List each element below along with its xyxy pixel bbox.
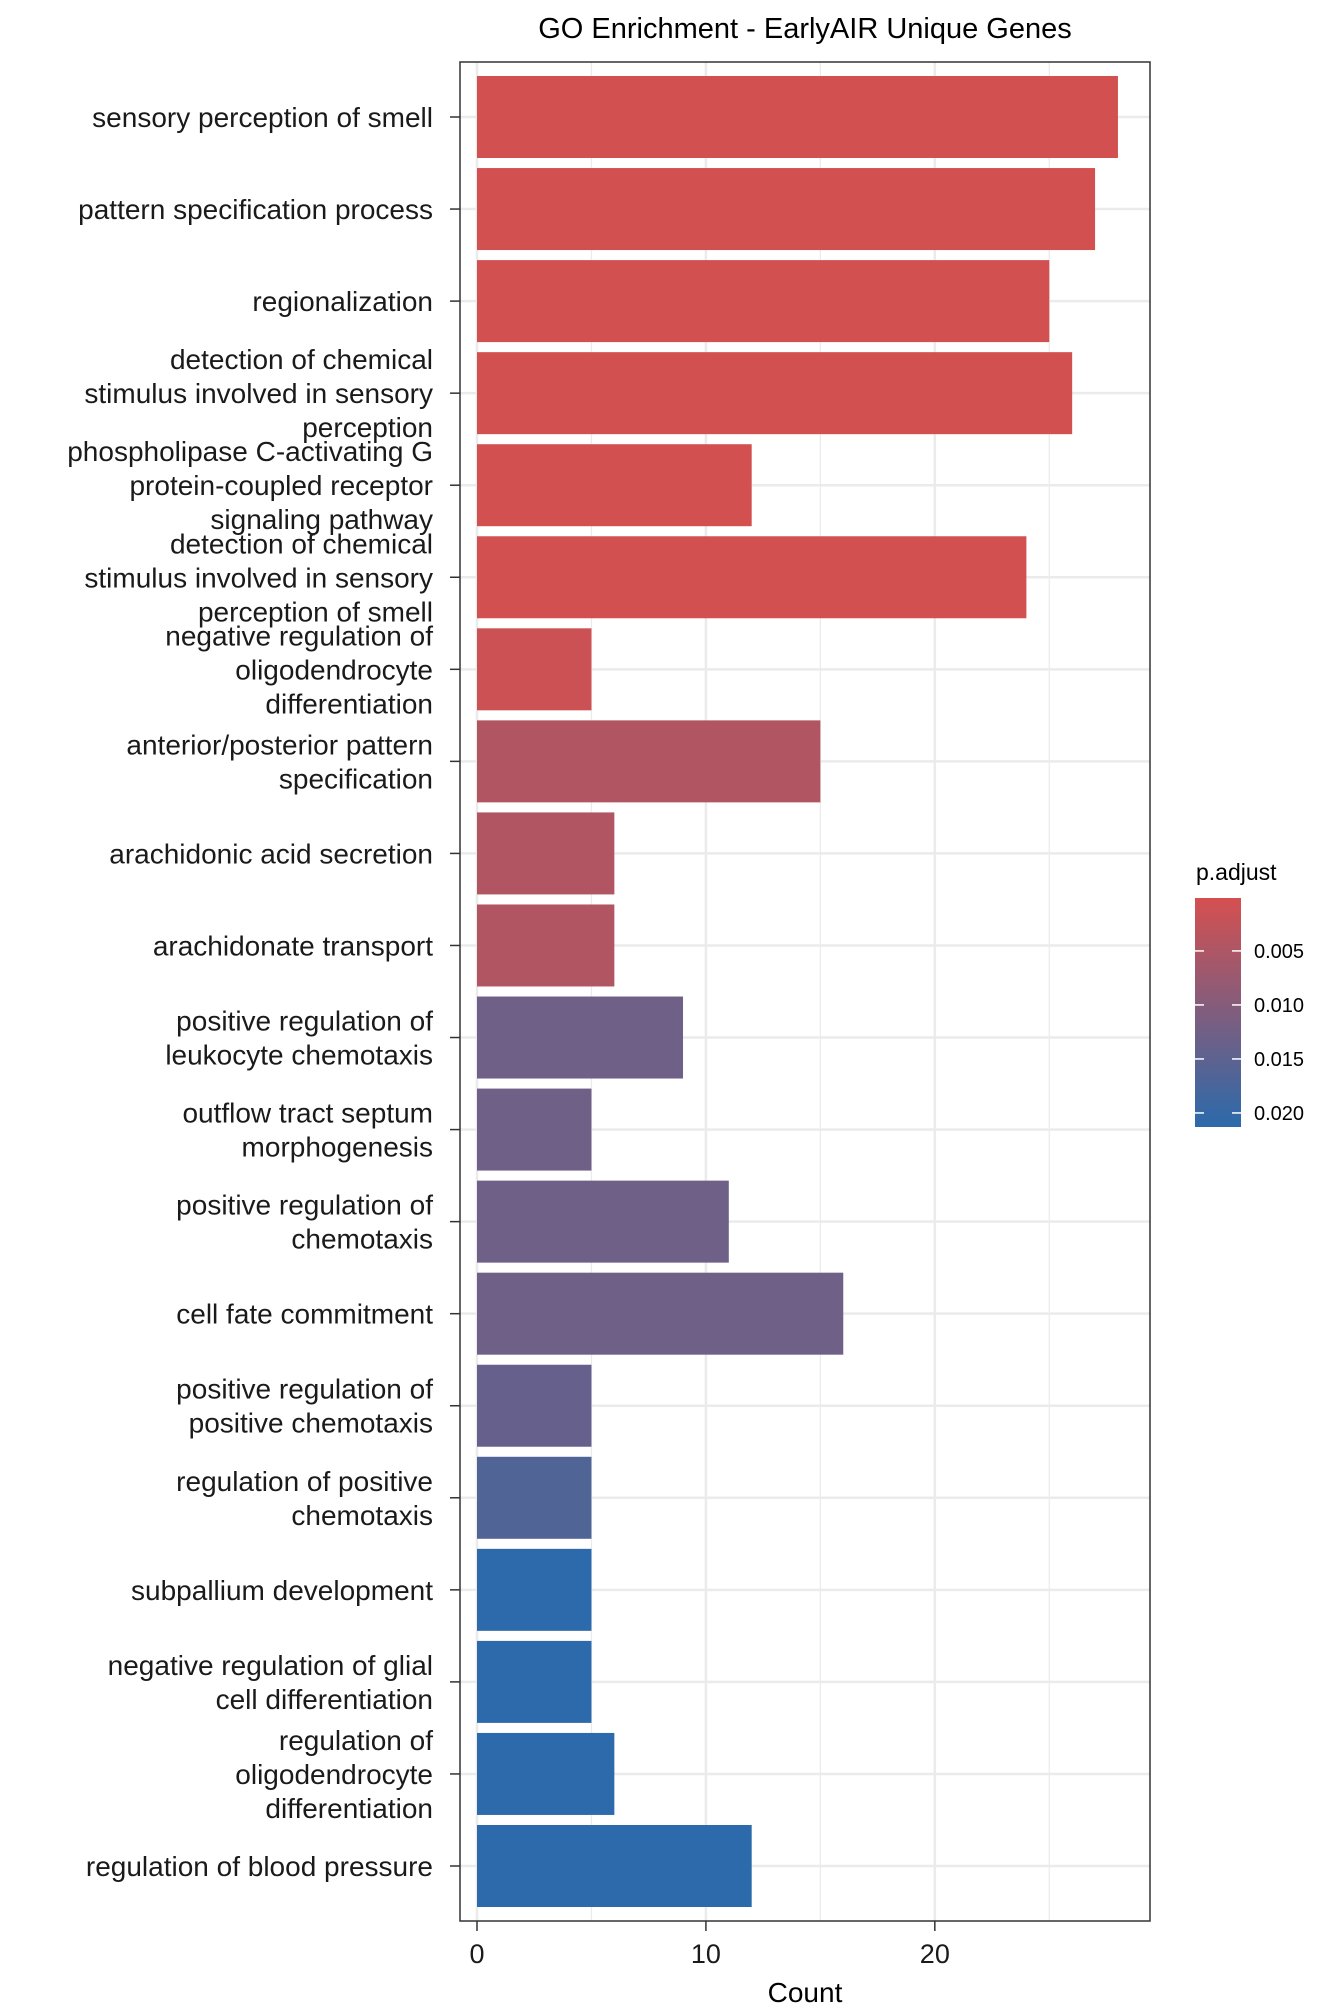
bar <box>477 1732 615 1815</box>
y-tick-label-line: negative regulation of <box>165 620 433 651</box>
y-tick-label-line: regulation of positive <box>176 1466 433 1497</box>
y-tick-label-line: detection of chemical <box>170 528 433 559</box>
legend-tick-label: 0.020 <box>1254 1103 1304 1125</box>
y-tick-label-line: detection of chemical <box>170 344 433 375</box>
y-tick-label-line: positive regulation of <box>176 1190 433 1221</box>
y-tick-label-line: regulation of <box>279 1725 433 1756</box>
y-tick-label: regulation of blood pressure <box>86 1851 433 1882</box>
y-tick-label-line: regionalization <box>252 286 433 317</box>
y-tick-label: negative regulation of glial cell differe… <box>108 1650 433 1715</box>
y-tick-label: positive regulation of positive chemotaxi… <box>176 1374 433 1439</box>
y-tick-label: subpallium development <box>131 1575 433 1606</box>
y-tick-label: pattern specification process <box>78 194 433 225</box>
bar <box>477 904 615 987</box>
y-tick-label: anterior/posterior pattern specification <box>126 729 433 794</box>
y-tick-label-line: chemotaxis <box>291 1500 433 1531</box>
chart-title: GO Enrichment - EarlyAIR Unique Genes <box>538 13 1071 45</box>
y-tick-label-line: regulation of blood pressure <box>86 1851 433 1882</box>
y-tick-label: regulation of positive chemotaxis <box>176 1466 433 1531</box>
bar <box>477 1180 729 1263</box>
x-tick-label: 20 <box>920 1939 950 1969</box>
y-tick-label-line: stimulus involved in sensory <box>84 378 433 409</box>
y-tick-label-line: subpallium development <box>131 1575 433 1606</box>
y-tick-label-line: outflow tract septum <box>182 1098 433 1129</box>
y-tick-label-line: specification <box>279 763 433 794</box>
bar <box>477 996 684 1079</box>
x-tick-label: 10 <box>691 1939 721 1969</box>
y-tick-label-line: positive chemotaxis <box>189 1408 433 1439</box>
y-tick-label-line: oligodendrocyte <box>235 1759 433 1790</box>
y-tick-label-line: protein-coupled receptor <box>129 470 433 501</box>
y-tick-label: negative regulation of oligodendrocyte dif… <box>165 620 433 719</box>
y-tick-label-line: differentiation <box>265 688 433 719</box>
legend-tick-label: 0.005 <box>1254 941 1304 963</box>
bar <box>477 168 1096 251</box>
y-tick-label-line: perception of smell <box>198 596 433 627</box>
bar <box>477 536 1027 619</box>
bar <box>477 1456 592 1539</box>
y-tick-label-line: positive regulation of <box>176 1374 433 1405</box>
bar <box>477 1088 592 1171</box>
y-tick-label-line: phospholipase C-activating G <box>67 436 433 467</box>
x-axis-title: Count <box>768 1977 843 2008</box>
legend-tick-label: 0.010 <box>1254 995 1304 1017</box>
legend-tick-label: 0.015 <box>1254 1049 1304 1071</box>
y-tick-label: outflow tract septum morphogenesis <box>182 1098 433 1163</box>
y-tick-label: detection of chemical stimulus involved i… <box>84 528 433 627</box>
bar <box>477 1640 592 1723</box>
y-tick-label: regionalization <box>252 286 433 317</box>
color-legend: p.adjust 0.005 0.010 0.015 0.020 <box>1195 859 1304 1127</box>
y-tick-label-line: signaling pathway <box>210 504 433 535</box>
bar <box>477 720 821 803</box>
y-tick-label-line: differentiation <box>265 1793 433 1824</box>
bar <box>477 628 592 711</box>
legend-colorbar <box>1195 898 1241 1127</box>
y-tick-label: arachidonic acid secretion <box>109 838 433 869</box>
y-tick-label-line: stimulus involved in sensory <box>84 562 433 593</box>
y-tick-label-line: arachidonate transport <box>153 930 433 961</box>
x-tick-label: 0 <box>469 1939 484 1969</box>
bar <box>477 352 1073 435</box>
y-tick-label: sensory perception of smell <box>92 102 433 133</box>
bar <box>477 260 1050 343</box>
bar <box>477 812 615 895</box>
y-tick-label-line: anterior/posterior pattern <box>126 729 433 760</box>
bar <box>477 76 1118 158</box>
y-tick-label-line: leukocyte chemotaxis <box>165 1040 433 1071</box>
y-tick-label-line: cell fate commitment <box>176 1299 433 1330</box>
y-tick-label: positive regulation of chemotaxis <box>176 1190 433 1255</box>
y-tick-label-line: chemotaxis <box>291 1224 433 1255</box>
y-tick-label: regulation of oligodendrocyte differentiat… <box>235 1725 433 1824</box>
y-tick-label-line: perception <box>302 412 433 443</box>
y-tick-label: positive regulation of leukocyte chemotax… <box>165 1006 433 1071</box>
y-tick-label-line: negative regulation of glial <box>108 1650 433 1681</box>
y-axis-labels: sensory perception of smell pattern speci… <box>67 102 460 1882</box>
y-tick-label-line: arachidonic acid secretion <box>109 838 433 869</box>
bar <box>477 1825 752 1907</box>
x-axis: 0 10 20 <box>469 1921 950 1969</box>
bar <box>477 1364 592 1447</box>
y-tick-label-line: cell differentiation <box>216 1684 433 1715</box>
y-tick-label-line: positive regulation of <box>176 1006 433 1037</box>
y-tick-label-line: sensory perception of smell <box>92 102 433 133</box>
y-tick-label: cell fate commitment <box>176 1299 433 1330</box>
y-tick-label: detection of chemical stimulus involved i… <box>84 344 433 443</box>
y-tick-label-line: morphogenesis <box>242 1132 433 1163</box>
y-tick-label-line: pattern specification process <box>78 194 433 225</box>
bars <box>477 76 1118 1907</box>
bar <box>477 444 752 527</box>
y-tick-label-line: oligodendrocyte <box>235 654 433 685</box>
bar <box>477 1548 592 1631</box>
y-tick-label: arachidonate transport <box>153 930 433 961</box>
bar <box>477 1272 844 1355</box>
plot-panel-border <box>459 61 1151 1922</box>
legend-title: p.adjust <box>1196 859 1277 885</box>
